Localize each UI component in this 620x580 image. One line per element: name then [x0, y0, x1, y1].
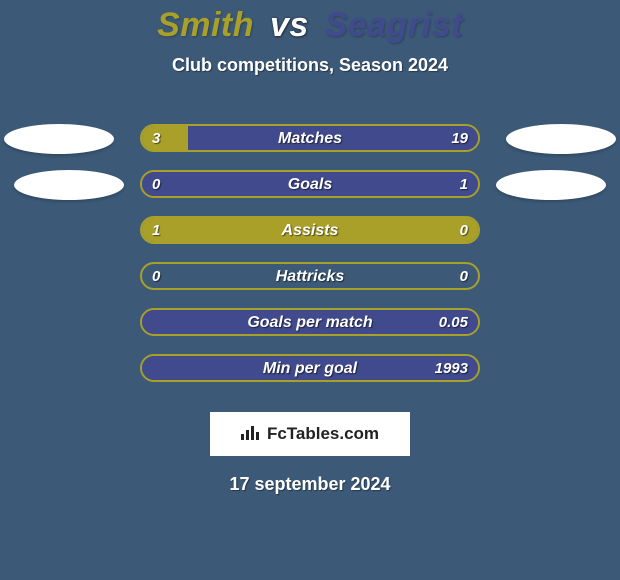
brand-badge: FcTables.com [210, 412, 410, 456]
stat-bar: 1993Min per goal [140, 354, 480, 382]
stat-row: 319Matches [0, 116, 620, 162]
stat-label: Goals per match [142, 310, 478, 336]
brand-label: FcTables.com [267, 424, 379, 444]
stat-row: 1993Min per goal [0, 346, 620, 392]
stat-label: Matches [142, 126, 478, 152]
stat-row: 0.05Goals per match [0, 300, 620, 346]
stat-row: 00Hattricks [0, 254, 620, 300]
marker-ellipse-left [14, 170, 124, 200]
title: Smith vs Seagrist [0, 6, 620, 45]
stat-bar: 319Matches [140, 124, 480, 152]
marker-ellipse-right [506, 124, 616, 154]
stat-label: Hattricks [142, 264, 478, 290]
stat-bar: 10Assists [140, 216, 480, 244]
title-player1: Smith [157, 6, 254, 44]
stat-row: 10Assists [0, 208, 620, 254]
stat-bar: 01Goals [140, 170, 480, 198]
bars-icon [241, 424, 261, 445]
marker-ellipse-left [4, 124, 114, 154]
stat-rows: 319Matches 01Goals 10Assists 00Hattricks 0.0… [0, 116, 620, 392]
title-vs: vs [270, 6, 309, 44]
subtitle: Club competitions, Season 2024 [0, 55, 620, 76]
stat-label: Assists [142, 218, 478, 244]
marker-ellipse-right [496, 170, 606, 200]
title-player2: Seagrist [325, 6, 463, 44]
stat-label: Goals [142, 172, 478, 198]
stat-label: Min per goal [142, 356, 478, 382]
date-label: 17 september 2024 [0, 474, 620, 495]
stat-bar: 0.05Goals per match [140, 308, 480, 336]
stat-bar: 00Hattricks [140, 262, 480, 290]
comparison-infographic: Smith vs Seagrist Club competitions, Sea… [0, 0, 620, 580]
stat-row: 01Goals [0, 162, 620, 208]
